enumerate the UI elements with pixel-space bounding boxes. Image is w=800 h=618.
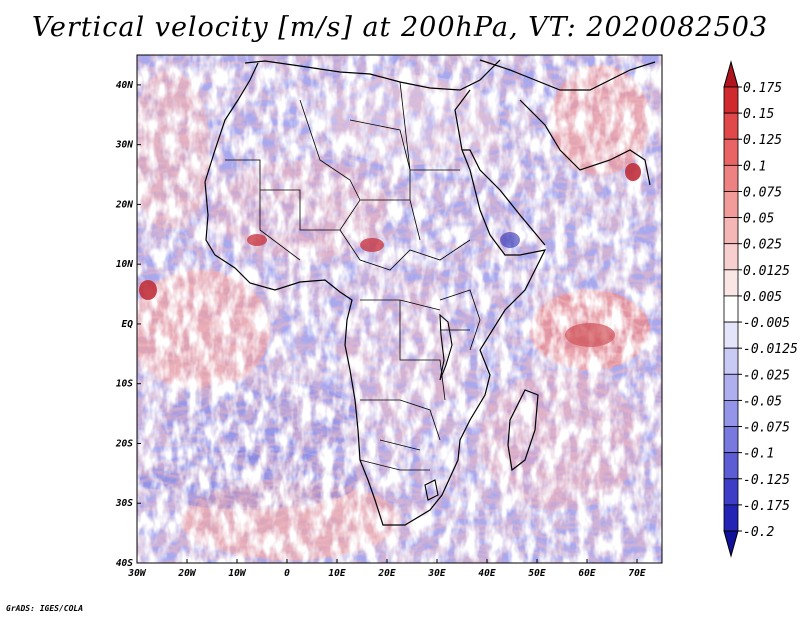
colorbar-label: -0.1 (743, 447, 774, 462)
velocity-field (137, 55, 662, 563)
colorbar-label: -0.005 (743, 316, 790, 331)
colorbar-label: 0.0125 (743, 264, 790, 279)
colorbar-swatch (723, 269, 739, 297)
y-tick-label: 20N (115, 199, 133, 210)
y-tick-label: 10N (116, 259, 133, 270)
colorbar-swatch (723, 112, 739, 140)
colorbar-swatch (723, 86, 739, 114)
colorbar-label: -0.125 (743, 473, 790, 488)
colorbar-swatch (723, 295, 739, 323)
colorbar-swatch (723, 347, 739, 375)
country-borders (225, 81, 481, 501)
y-tick-label: 20S (115, 438, 133, 449)
y-tick-label: 40S (116, 558, 133, 569)
colorbar-label: 0.15 (743, 107, 774, 122)
colorbar-swatch (723, 217, 739, 245)
colorbar-swatch (723, 504, 739, 532)
x-tick-label: 40E (478, 568, 495, 579)
credit-text: GrADS: IGES/COLA (6, 604, 84, 613)
colorbar-swatch (723, 478, 739, 506)
x-tick-label: 10E (328, 568, 345, 579)
colorbar-swatch (723, 452, 739, 480)
colorbar-label: 0.1 (743, 159, 766, 174)
colorbar-top-arrow (723, 60, 739, 88)
x-tick-label: 30E (427, 568, 445, 579)
colorbar-label: 0.175 (743, 81, 782, 96)
colorbar-swatch (723, 426, 739, 454)
y-tick-label: EQ (122, 319, 134, 330)
colorbar-label: 0.05 (743, 212, 774, 227)
colorbar: 0.175 0.15 0.125 0.1 0.075 0.05 0.025 0.0125 0.0… (723, 60, 798, 558)
colorbar-swatch (723, 164, 739, 192)
x-tick-label: 30W (127, 568, 146, 579)
y-axis-ticks: 40N 30N 20N 10N EQ 10S 20S 30S 40S (115, 80, 141, 569)
x-tick-label: 60E (578, 568, 595, 579)
y-tick-label: 10S (116, 379, 133, 390)
colorbar-swatch (723, 321, 739, 349)
y-tick-label: 30S (115, 498, 133, 509)
colorbar-label: 0.075 (743, 185, 782, 200)
colorbar-swatch (723, 243, 739, 271)
x-tick-label: 70E (628, 568, 645, 579)
plot-frame (136, 54, 663, 564)
colorbar-swatch (723, 191, 739, 218)
x-tick-label: 10W (228, 568, 246, 579)
colorbar-label: -0.025 (743, 368, 790, 383)
colorbar-swatch (723, 400, 739, 427)
colorbar-label: 0.125 (743, 133, 782, 148)
x-tick-label: 0 (284, 568, 290, 579)
y-tick-label: 30N (115, 140, 133, 151)
colorbar-label: 0.005 (743, 290, 782, 305)
colorbar-label: 0.025 (743, 238, 782, 253)
y-tick-label: 40N (116, 80, 133, 91)
colorbar-bottom-arrow (723, 530, 739, 558)
colorbar-swatch (723, 138, 739, 166)
colorbar-label: -0.2 (743, 525, 774, 540)
colorbar-label: -0.075 (743, 421, 790, 436)
colorbar-swatch (723, 373, 739, 401)
x-tick-label: 50E (528, 568, 545, 579)
chart-title: Vertical velocity [m/s] at 200hPa, VT: 2… (31, 12, 769, 43)
x-tick-label: 20W (177, 568, 196, 579)
colorbar-label: -0.05 (743, 394, 782, 409)
colorbar-label: -0.175 (743, 499, 790, 514)
colorbar-label: -0.0125 (743, 342, 798, 357)
x-tick-label: 20E (377, 568, 395, 579)
x-axis-ticks: 30W 20W 10W 0 10E 20E 30E 40E 50E 60E 70E (127, 559, 646, 579)
